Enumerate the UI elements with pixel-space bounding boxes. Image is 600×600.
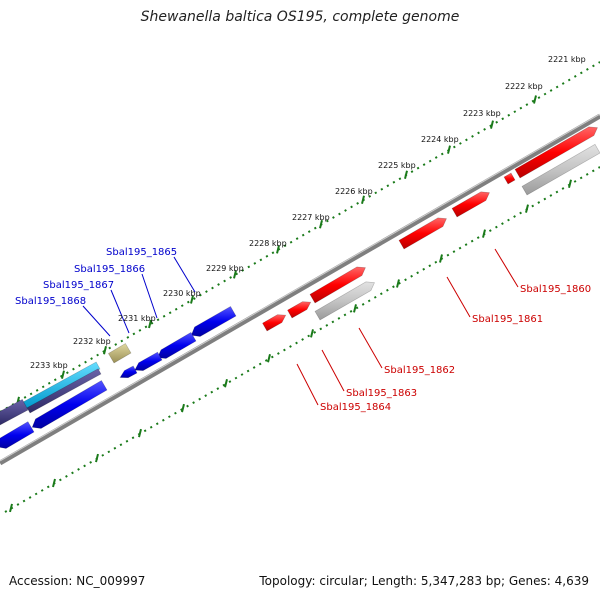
callout-line xyxy=(82,305,111,337)
gene-label-sbal195-1868: Sbal195_1868 xyxy=(15,296,86,307)
gene-feature-sbal195-1864 xyxy=(262,314,287,332)
gene-feature-sbal195-1860 xyxy=(514,126,598,179)
inner-tick xyxy=(568,179,572,188)
gene-feature-sbal195-1864a xyxy=(287,301,312,319)
inner-tick xyxy=(138,428,142,438)
gene-label-sbal195-1867: Sbal195_1867 xyxy=(43,280,114,291)
outer-tick xyxy=(103,345,107,355)
gene-label-sbal195-1860: Sbal195_1860 xyxy=(520,284,591,295)
gene-feature-olive xyxy=(108,343,132,364)
genome-summary-text: Topology: circular; Length: 5,347,283 bp… xyxy=(259,574,589,588)
outer-tick xyxy=(190,295,194,304)
inner-tick xyxy=(9,503,13,513)
callout-line xyxy=(141,273,158,319)
outer-tick xyxy=(490,120,494,129)
kbp-2229: 2229 kbp xyxy=(206,264,244,273)
gene-feature-sbal195-1861 xyxy=(451,191,490,218)
gene-feature-sbal195-1860-tail xyxy=(503,172,516,185)
inner-tick xyxy=(52,478,56,488)
outer-tick xyxy=(233,270,237,279)
callout-line xyxy=(296,363,319,406)
callout-line xyxy=(494,248,519,288)
kbp-labels: 2221 kbp 2222 kbp 2223 kbp 2224 kbp 2225 kbp… xyxy=(30,55,586,370)
outer-tick xyxy=(276,245,280,254)
gene-labels: Sbal195_1860 Sbal195_1861 Sbal195_1862 Sbal… xyxy=(15,247,591,413)
kbp-2221: 2221 kbp xyxy=(548,55,586,64)
outer-tick xyxy=(533,95,537,104)
gene-label-sbal195-1863: Sbal195_1863 xyxy=(346,388,417,399)
inner-tick xyxy=(525,204,529,213)
kbp-2230: 2230 kbp xyxy=(163,289,201,298)
outer-ruler-track xyxy=(0,61,600,413)
callout-line xyxy=(321,349,345,392)
gene-feature-blue-c xyxy=(31,380,108,429)
inner-tick xyxy=(224,378,228,388)
accession-text: Accession: NC_009997 xyxy=(9,574,146,588)
inner-tick xyxy=(267,354,271,363)
gene-label-sbal195-1866: Sbal195_1866 xyxy=(74,264,145,275)
outer-tick xyxy=(319,220,323,229)
gene-label-callouts xyxy=(82,248,519,406)
outer-tick xyxy=(447,145,451,154)
inner-tick xyxy=(482,229,486,238)
gene-feature-blue-d xyxy=(0,421,35,449)
gene-label-sbal195-1861: Sbal195_1861 xyxy=(472,314,543,325)
gene-feature-purple-b xyxy=(0,399,29,426)
inner-tick xyxy=(95,453,99,463)
gene-label-sbal195-1865: Sbal195_1865 xyxy=(106,247,177,258)
gene-label-sbal195-1864: Sbal195_1864 xyxy=(320,402,391,413)
inner-tick xyxy=(439,254,443,263)
inner-ruler-ticks xyxy=(9,179,572,513)
kbp-2224: 2224 kbp xyxy=(421,135,459,144)
callout-line xyxy=(110,289,130,334)
inner-tick xyxy=(310,329,314,338)
genome-backbone xyxy=(0,113,600,466)
map-title: Shewanella baltica OS195, complete genom… xyxy=(140,9,460,25)
kbp-2228: 2228 kbp xyxy=(249,239,287,248)
inner-tick xyxy=(181,403,185,413)
kbp-2227: 2227 kbp xyxy=(292,213,330,222)
inner-ruler-track xyxy=(4,166,600,513)
kbp-2231: 2231 kbp xyxy=(118,314,156,323)
outer-tick xyxy=(61,370,65,379)
kbp-2233: 2233 kbp xyxy=(30,361,68,370)
outer-tick xyxy=(404,170,408,179)
kbp-2223: 2223 kbp xyxy=(463,109,501,118)
callout-line xyxy=(358,327,383,369)
gene-feature-sbal195-1868 xyxy=(119,365,138,379)
gene-feature-sbal195-1865 xyxy=(190,306,237,337)
gene-feature-sbal195-1867 xyxy=(134,351,163,371)
outer-tick xyxy=(148,319,152,329)
gene-feature-grey-2 xyxy=(314,281,375,321)
kbp-2226: 2226 kbp xyxy=(335,187,373,196)
gene-features xyxy=(0,126,600,449)
gene-feature-sbal195-1862 xyxy=(398,217,447,250)
gene-feature-sbal195-1866 xyxy=(157,331,197,359)
gene-feature-purple-a xyxy=(26,368,102,414)
inner-tick xyxy=(396,279,400,288)
kbp-2222: 2222 kbp xyxy=(505,82,543,91)
outer-ruler-ticks xyxy=(16,95,537,406)
gene-feature-grey-1 xyxy=(521,143,600,196)
gene-feature-sbal195-1863 xyxy=(309,266,366,304)
outer-tick xyxy=(361,195,365,205)
genome-backbone-highlight xyxy=(0,113,600,462)
gene-label-sbal195-1862: Sbal195_1862 xyxy=(384,365,455,376)
inner-tick xyxy=(353,304,357,313)
callout-line xyxy=(173,256,196,293)
kbp-2225: 2225 kbp xyxy=(378,161,416,170)
kbp-2232: 2232 kbp xyxy=(73,337,111,346)
callout-line xyxy=(446,276,471,318)
